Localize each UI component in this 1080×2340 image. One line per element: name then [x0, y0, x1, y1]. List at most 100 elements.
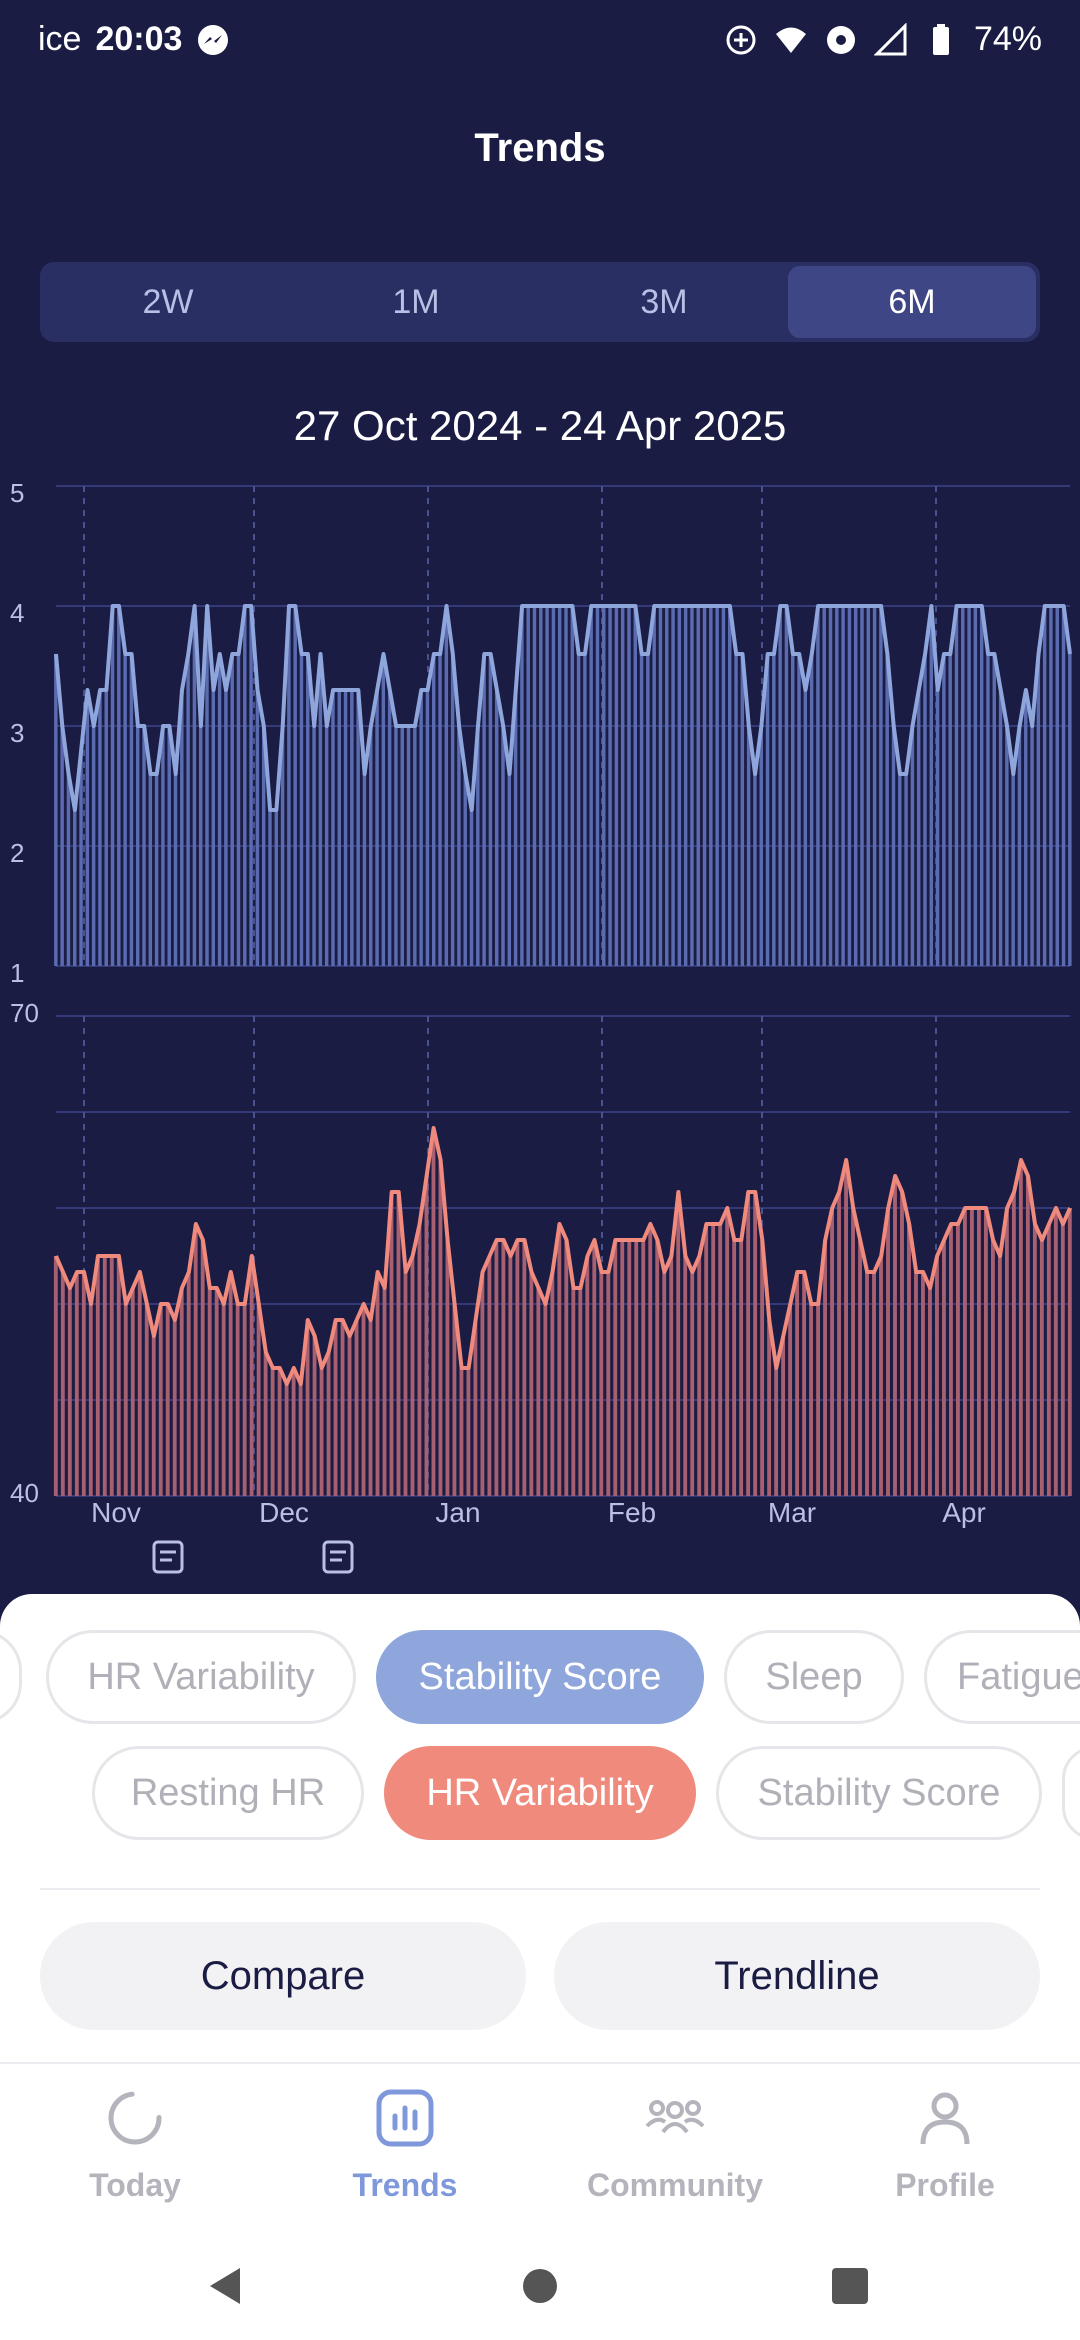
wifi-5-icon	[775, 27, 806, 53]
hrv-bar	[949, 1224, 953, 1496]
stability-bar	[986, 654, 990, 966]
range-3m[interactable]: 3M	[640, 283, 688, 321]
hrv-bar	[725, 1208, 730, 1496]
range-2w[interactable]: 2W	[142, 283, 194, 321]
x-tick-apr: Apr	[942, 1497, 986, 1528]
home-icon[interactable]	[522, 2268, 558, 2304]
range-1m[interactable]: 1M	[392, 283, 440, 321]
stability-bar	[274, 810, 279, 966]
x-axis-labels: Nov Dec Jan Feb Mar Apr	[91, 1497, 986, 1528]
trendline-button[interactable]: Trendline	[554, 1922, 1040, 2030]
note-icon[interactable]	[322, 1540, 354, 1574]
stability-bar	[545, 606, 549, 966]
hrv-bar	[830, 1208, 834, 1496]
hrv-bar	[508, 1256, 513, 1496]
hrv-bar	[130, 1288, 135, 1496]
stability-bar	[539, 606, 543, 966]
hrv-bar	[788, 1304, 793, 1496]
hrv-bar	[270, 1368, 275, 1496]
stability-bar	[255, 690, 260, 966]
stability-bar	[186, 654, 190, 966]
stability-bar	[942, 654, 946, 966]
stability-bar	[740, 654, 745, 966]
stability-bar	[117, 606, 121, 966]
trends-chart[interactable]: 5 4 3 2 1 70 40 Nov Dec Jan Feb Mar Apr	[0, 460, 1080, 1580]
stability-bar	[998, 690, 1003, 966]
tab-trends[interactable]: Trends	[270, 2086, 540, 2204]
hrv-bar	[158, 1304, 163, 1496]
chip-stability-score-secondary[interactable]: Stability Score	[716, 1746, 1042, 1840]
hrv-bar	[795, 1272, 800, 1496]
hrv-bar	[963, 1208, 967, 1496]
hrv-bar	[263, 1352, 268, 1496]
stability-bar	[646, 654, 650, 966]
stability-bar	[161, 726, 165, 966]
chip-partial[interactable]	[0, 1630, 22, 1724]
tab-profile[interactable]: Profile	[810, 2086, 1080, 2204]
tab-today[interactable]: Today	[0, 2086, 270, 2204]
stability-bar	[142, 726, 146, 966]
hrv-bar	[1060, 1224, 1065, 1496]
hrv-bar	[340, 1320, 345, 1496]
community-icon	[645, 2100, 705, 2134]
sheet-divider	[40, 1888, 1040, 1890]
stability-bar	[180, 690, 184, 966]
stability-bar	[431, 654, 436, 966]
back-icon[interactable]	[206, 2266, 246, 2306]
hrv-bar	[781, 1336, 786, 1496]
hrv-bar	[1053, 1208, 1058, 1496]
chip-hr-variability[interactable]: HR Variability	[46, 1630, 356, 1724]
stability-bar	[1011, 774, 1015, 966]
stability-bar	[746, 726, 751, 966]
hrv-bar	[550, 1272, 555, 1496]
chip-resting-hr[interactable]: Resting HR	[92, 1746, 364, 1840]
hrv-bar	[599, 1272, 604, 1496]
status-bar: ice 20:03 74%	[0, 0, 1080, 84]
status-left: ice 20:03	[38, 20, 230, 59]
range-6m[interactable]: 6M	[788, 266, 1036, 338]
hrv-bar	[1039, 1240, 1044, 1496]
hrv-bar	[284, 1384, 289, 1496]
note-icon[interactable]	[152, 1540, 184, 1574]
stability-bar	[79, 750, 83, 966]
hrv-bar	[60, 1272, 65, 1496]
hrv-bar	[872, 1272, 876, 1496]
hrv-bar	[81, 1272, 86, 1496]
hrv-bar	[767, 1320, 772, 1496]
stability-bar	[261, 726, 266, 966]
chip-fatigue[interactable]: Fatigue	[924, 1630, 1080, 1724]
hrv-bar	[88, 1304, 93, 1496]
stability-bar	[1061, 606, 1066, 966]
hrv-bar	[200, 1240, 205, 1496]
stability-bar	[413, 726, 417, 966]
chip-partial-secondary[interactable]	[1062, 1746, 1080, 1840]
hrv-bar	[844, 1160, 848, 1496]
y-tick-label: 40	[10, 1478, 39, 1508]
stability-bar	[211, 690, 216, 966]
tab-community[interactable]: Community	[540, 2086, 810, 2204]
chip-stability-score[interactable]: Stability Score	[376, 1630, 704, 1724]
hrv-bar	[396, 1192, 401, 1496]
hrv-bar	[683, 1256, 688, 1496]
recents-icon[interactable]	[832, 2268, 868, 2304]
hrv-bar	[1025, 1176, 1030, 1496]
hrv-bar	[326, 1352, 331, 1496]
chip-hr-variability-secondary[interactable]: HR Variability	[384, 1746, 696, 1840]
stability-bar	[192, 606, 197, 966]
compare-button[interactable]: Compare	[40, 1922, 526, 2030]
hrv-bar	[606, 1272, 611, 1496]
hrv-bar	[1032, 1224, 1037, 1496]
stability-bar	[979, 606, 984, 966]
stability-bar	[532, 606, 537, 966]
hrv-bar	[704, 1224, 709, 1496]
stability-bar	[702, 606, 707, 966]
y-tick-label: 3	[10, 718, 24, 748]
hrv-bar	[235, 1304, 240, 1496]
chip-sleep[interactable]: Sleep	[724, 1630, 904, 1724]
x-tick-mar: Mar	[768, 1497, 816, 1528]
bottom-tab-bar: Today Trends Community Profile	[0, 2062, 1080, 2232]
stability-bar	[828, 606, 833, 966]
hrv-bar	[109, 1256, 114, 1496]
hrv-bar	[928, 1288, 932, 1496]
tab-today-label: Today	[89, 2167, 181, 2203]
